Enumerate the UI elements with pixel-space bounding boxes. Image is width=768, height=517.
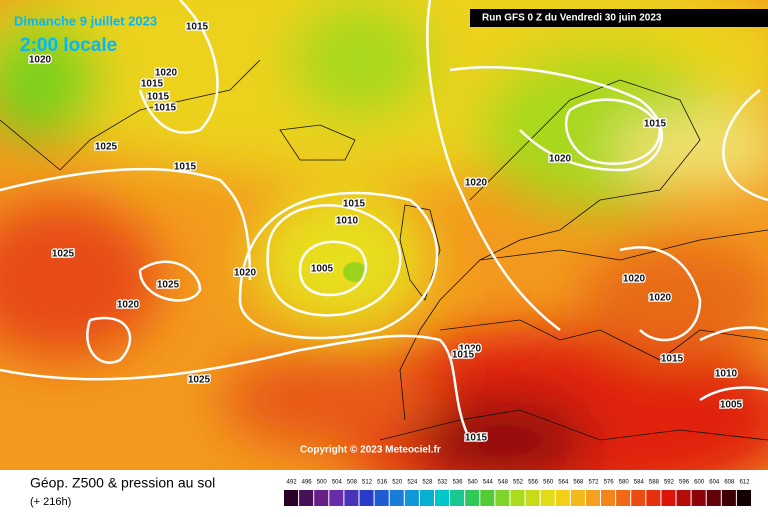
scale-label: 520 (392, 480, 403, 486)
scale-label: 504 (332, 480, 343, 486)
scale-label: 600 (694, 480, 705, 486)
scale-swatch (465, 490, 480, 506)
scale-label: 592 (664, 480, 675, 486)
scale-swatch (601, 490, 616, 506)
scale-label: 576 (604, 480, 615, 486)
scale-swatch (299, 490, 314, 506)
scale-label: 492 (287, 480, 298, 486)
scale-label: 560 (543, 480, 554, 486)
scale-swatch (555, 490, 570, 506)
copyright: Copyright © 2023 Meteociel.fr (300, 445, 441, 456)
isobar-label: 1020 (155, 68, 178, 79)
isobar-label: 1015 (661, 354, 684, 365)
scale-label: 548 (498, 480, 509, 486)
scale-swatch (706, 490, 721, 506)
run-label: Run GFS 0 Z du Vendredi 30 juin 2023 (482, 13, 662, 24)
scale-label: 568 (573, 480, 584, 486)
isobar-label: 1020 (623, 274, 646, 285)
scale-label: 588 (649, 480, 660, 486)
date-label: Dimanche 9 juillet 2023 (14, 13, 157, 28)
scale-swatch (480, 490, 495, 506)
scale-swatch (736, 490, 751, 506)
scale-swatch (616, 490, 631, 506)
scale-swatch (434, 490, 450, 506)
scale-swatch (676, 490, 691, 506)
scale-swatch (495, 490, 510, 506)
scale-swatch (419, 490, 434, 506)
scale-label: 552 (513, 480, 524, 486)
scale-label: 556 (528, 480, 539, 486)
footer-title: Géop. Z500 & pression au sol (30, 475, 215, 491)
isobar-label: 1020 (234, 268, 257, 279)
scale-swatch (329, 490, 344, 506)
scale-swatch (525, 490, 540, 506)
scale-label: 528 (422, 480, 433, 486)
coastlines (0, 59, 768, 441)
scale-label: 532 (438, 480, 449, 486)
isobar-label: 1015 (154, 103, 177, 114)
isobar-label: 1015 (644, 119, 667, 130)
isobars (0, 0, 768, 441)
scale-swatch (661, 490, 676, 506)
isobar-label: 1025 (157, 280, 180, 291)
scale-swatch (284, 490, 299, 506)
isobar-label: 1015 (141, 79, 164, 90)
scale-swatch (631, 490, 646, 506)
scale-label: 608 (724, 480, 735, 486)
isobar-label: 1005 (311, 264, 334, 275)
scale-label: 516 (377, 480, 388, 486)
isobar-label: 1010 (336, 216, 359, 227)
scale-swatch (691, 490, 706, 506)
scale-label: 508 (347, 480, 358, 486)
scale-label: 564 (558, 480, 569, 486)
isobar-label: 1015 (465, 433, 488, 444)
isobar-label: 1015 (147, 92, 170, 103)
isobar-label: 1020 (549, 154, 572, 165)
scale-swatch (314, 490, 329, 506)
isobar-label: 1020 (465, 178, 488, 189)
scale-label: 580 (619, 480, 630, 486)
scale-swatch (374, 490, 389, 506)
isobar-label: 1020 (459, 344, 482, 355)
isobar-label: 1005 (720, 400, 743, 411)
isobar-label: 1015 (186, 22, 209, 33)
scale-swatch (344, 490, 359, 506)
isobar-label: 1010 (715, 369, 738, 380)
isobar-label: 1015 (343, 199, 366, 210)
scale-label: 524 (407, 480, 418, 486)
isobar-label: 1020 (649, 293, 672, 304)
isobar-label: 1020 (29, 55, 52, 66)
scale-label: 536 (453, 480, 464, 486)
scale-swatch (585, 490, 601, 506)
scale-swatch (646, 490, 661, 506)
isobar-label: 1020 (117, 300, 140, 311)
scale-label: 612 (739, 480, 750, 486)
isobar-label: 1025 (52, 249, 75, 260)
scale-swatch (570, 490, 585, 506)
scale-label: 604 (709, 480, 720, 486)
scale-label: 500 (317, 480, 328, 486)
run-box (470, 9, 768, 27)
scale-label: 512 (362, 480, 373, 486)
scale-label: 496 (302, 480, 313, 486)
scale-label: 544 (483, 480, 494, 486)
footer-lead: (+ 216h) (30, 496, 71, 508)
isobar-label: 1015 (452, 350, 475, 361)
scale-label: 540 (468, 480, 479, 486)
scale-label: 572 (588, 480, 599, 486)
scale-swatch (404, 490, 419, 506)
time-label: 2:00 locale (20, 35, 117, 56)
scale-swatch (450, 490, 465, 506)
scale-swatch (510, 490, 525, 506)
isobar-label: 1015 (174, 162, 197, 173)
isobar-label: 1025 (95, 142, 118, 153)
scale-swatch (359, 490, 374, 506)
scale-swatch (721, 490, 736, 506)
scale-swatch (540, 490, 555, 506)
scale-label: 596 (679, 480, 690, 486)
scale-swatch (389, 490, 404, 506)
scale-label: 584 (634, 480, 645, 486)
isobar-label: 1025 (188, 375, 211, 386)
